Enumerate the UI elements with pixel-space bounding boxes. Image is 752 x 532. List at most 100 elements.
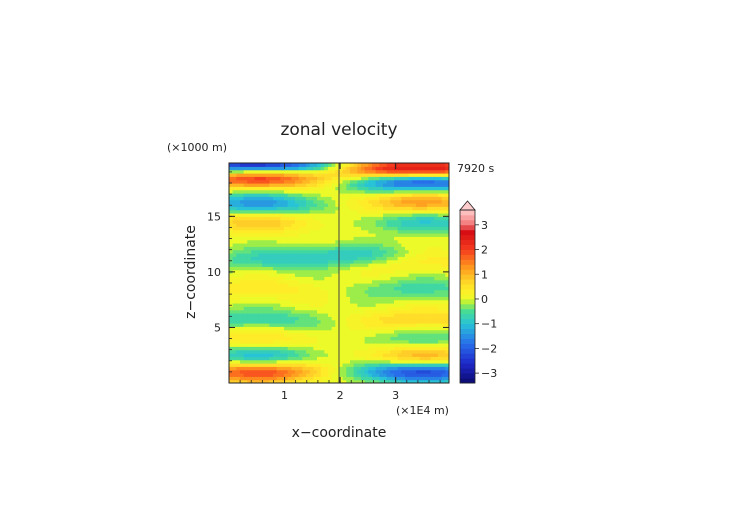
heatmap-cell [412,179,417,184]
heatmap-cell [434,196,439,201]
heatmap-cell [339,293,344,297]
heatmap-cell [397,309,402,314]
heatmap-cell [280,233,285,237]
heatmap-cell [247,306,252,311]
heatmap-cell [342,333,347,337]
heatmap-cell [372,313,377,317]
heatmap-cell [324,313,329,317]
heatmap-cell [353,189,358,194]
heatmap-cell [298,303,303,307]
heatmap-cell [441,163,446,167]
heatmap-cell [419,349,424,354]
heatmap-cell [265,346,270,351]
heatmap-cell [438,356,443,361]
heatmap-cell [364,276,369,281]
heatmap-cell [401,183,406,187]
heatmap-cell [423,339,428,344]
heatmap-cell [243,219,248,224]
heatmap-cell [313,286,318,291]
heatmap-cell [394,373,399,377]
heatmap-cell [262,283,267,287]
heatmap-cell [342,339,347,344]
heatmap-cell [339,269,344,274]
colorbar-segment [460,308,475,315]
heatmap-cell [276,323,281,327]
heatmap-cell [445,283,449,287]
heatmap-cell [262,259,267,264]
heatmap-cell [269,269,274,274]
heatmap-cell [394,299,399,304]
heatmap-cell [375,353,380,357]
heatmap-cell [364,323,369,327]
heatmap-cell [335,373,340,377]
heatmap-cell [247,206,252,211]
heatmap-cell [232,376,237,381]
heatmap-cell [317,183,322,187]
heatmap-cell [434,186,439,191]
colorbar-segment [460,214,475,221]
heatmap-cell [383,246,388,251]
heatmap-cell [328,299,333,304]
heatmap-cell [416,223,421,227]
heatmap-cell [265,303,270,307]
heatmap-cell [372,323,377,327]
heatmap-cell [251,219,256,224]
heatmap-cell [331,303,336,307]
heatmap-cell [394,176,399,181]
heatmap-cell [280,283,285,287]
heatmap-cell [262,296,267,301]
heatmap-cell [236,163,241,167]
heatmap-cell [401,313,406,317]
heatmap-cell [353,369,358,374]
heatmap-cell [339,219,344,224]
heatmap-cell [353,373,358,377]
heatmap-cell [434,213,439,217]
heatmap-cell [379,343,384,347]
heatmap-cell [243,363,248,367]
heatmap-cell [306,363,311,367]
heatmap-cell [379,306,384,311]
heatmap-cell [346,169,351,174]
heatmap-cell [302,209,307,214]
heatmap-cell [353,333,358,337]
heatmap-cell [346,243,351,247]
heatmap-cell [394,283,399,287]
heatmap-cell [423,313,428,317]
heatmap-cell [357,276,362,281]
heatmap-cell [302,289,307,294]
heatmap-cell [434,206,439,211]
heatmap-cell [306,279,311,284]
heatmap-cell [258,259,263,264]
heatmap-cell [390,346,395,351]
heatmap-cell [320,299,325,304]
heatmap-cell [247,263,252,267]
heatmap-cell [265,193,270,197]
heatmap-cell [240,336,245,341]
heatmap-cell [412,206,417,211]
heatmap-cell [306,329,311,334]
colorbar-segment [460,328,475,334]
heatmap-cell [419,296,424,301]
heatmap-cell [364,319,369,324]
heatmap-cell [262,246,267,251]
heatmap-cell [412,296,417,301]
heatmap-cell [357,236,362,241]
heatmap-cell [306,206,311,211]
heatmap-cell [254,376,259,381]
heatmap-cell [353,193,358,197]
heatmap-cell [306,193,311,197]
heatmap-cell [265,199,270,204]
heatmap-cell [306,313,311,317]
heatmap-cell [416,193,421,197]
heatmap-cell [254,216,259,221]
heatmap-cell [317,203,322,207]
heatmap-cell [313,376,318,381]
heatmap-cell [427,313,432,317]
heatmap-cell [397,279,402,284]
heatmap-cell [419,309,424,314]
heatmap-cell [434,269,439,274]
heatmap-cell [375,196,380,201]
heatmap-cell [401,273,406,277]
heatmap-cell [298,296,303,301]
heatmap-cell [320,366,325,371]
